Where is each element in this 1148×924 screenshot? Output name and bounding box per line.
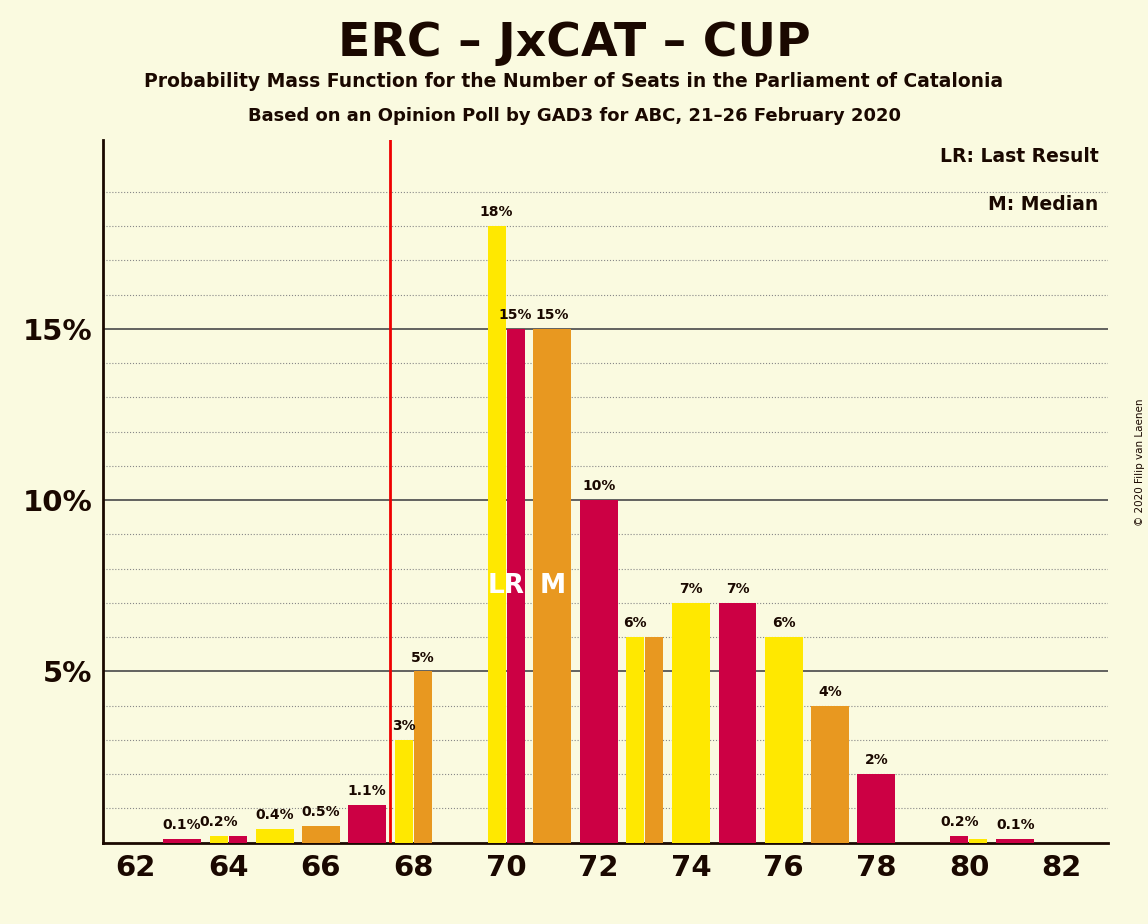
Bar xyxy=(506,329,525,843)
Bar xyxy=(765,638,802,843)
Text: 7%: 7% xyxy=(726,582,750,596)
Text: 0.1%: 0.1% xyxy=(996,819,1034,833)
Bar xyxy=(302,825,340,843)
Bar xyxy=(719,602,757,843)
Text: 6%: 6% xyxy=(623,616,647,630)
Bar xyxy=(969,839,987,843)
Text: 7%: 7% xyxy=(680,582,703,596)
Text: 1.1%: 1.1% xyxy=(348,784,387,798)
Bar xyxy=(673,602,711,843)
Text: © 2020 Filip van Laenen: © 2020 Filip van Laenen xyxy=(1135,398,1145,526)
Bar xyxy=(348,805,386,843)
Text: 5%: 5% xyxy=(411,650,435,664)
Bar xyxy=(645,638,664,843)
Bar xyxy=(534,329,572,843)
Text: 0.5%: 0.5% xyxy=(302,805,340,819)
Text: 0.2%: 0.2% xyxy=(200,815,238,829)
Text: 15%: 15% xyxy=(536,308,569,322)
Bar xyxy=(488,226,505,843)
Bar xyxy=(256,829,294,843)
Bar xyxy=(395,740,413,843)
Text: M: Median: M: Median xyxy=(988,195,1099,214)
Bar xyxy=(580,500,618,843)
Text: 0.2%: 0.2% xyxy=(940,815,979,829)
Bar xyxy=(996,839,1034,843)
Bar xyxy=(858,774,895,843)
Text: Based on an Opinion Poll by GAD3 for ABC, 21–26 February 2020: Based on an Opinion Poll by GAD3 for ABC… xyxy=(248,107,900,125)
Text: ERC – JxCAT – CUP: ERC – JxCAT – CUP xyxy=(338,21,810,67)
Text: 4%: 4% xyxy=(819,685,841,699)
Bar xyxy=(163,839,201,843)
Bar xyxy=(951,836,969,843)
Bar xyxy=(414,672,432,843)
Text: 0.4%: 0.4% xyxy=(255,808,294,822)
Bar xyxy=(627,638,644,843)
Bar xyxy=(228,836,247,843)
Text: LR: LR xyxy=(488,573,525,599)
Text: 3%: 3% xyxy=(393,719,416,733)
Bar xyxy=(812,706,850,843)
Text: 15%: 15% xyxy=(498,308,533,322)
Bar xyxy=(210,836,227,843)
Text: 10%: 10% xyxy=(582,480,615,493)
Text: Probability Mass Function for the Number of Seats in the Parliament of Catalonia: Probability Mass Function for the Number… xyxy=(145,72,1003,91)
Text: 2%: 2% xyxy=(864,753,889,767)
Text: 18%: 18% xyxy=(480,205,513,219)
Text: 0.1%: 0.1% xyxy=(163,819,201,833)
Text: M: M xyxy=(540,573,566,599)
Text: 6%: 6% xyxy=(771,616,796,630)
Text: LR: Last Result: LR: Last Result xyxy=(940,147,1099,166)
